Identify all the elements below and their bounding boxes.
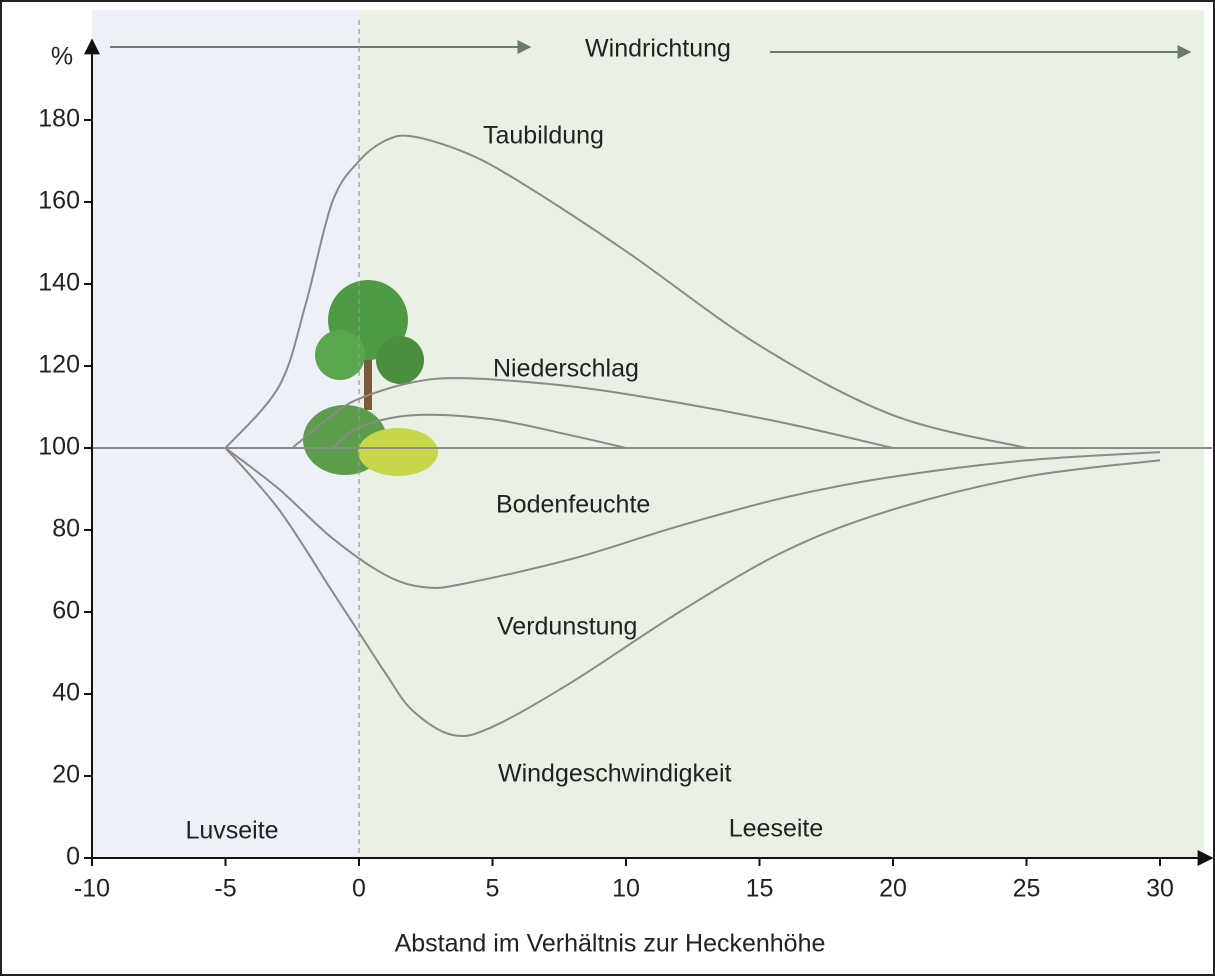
series-line (291, 377, 894, 449)
x-tick-label: 0 (352, 875, 366, 903)
y-tick-label: 120 (38, 351, 80, 379)
series-label: Bodenfeuchte (496, 491, 650, 519)
series-label: Niederschlag (493, 355, 639, 383)
series-label: Taubildung (483, 122, 604, 150)
series-line (224, 134, 1027, 449)
series-line (224, 447, 1161, 590)
y-tick-label: 20 (52, 761, 80, 789)
x-tick-label: 30 (1146, 875, 1174, 903)
y-axis-label: % (51, 43, 73, 71)
x-tick-label: -5 (214, 875, 236, 903)
x-tick-label: 20 (879, 875, 907, 903)
series-label: Verdunstung (497, 613, 637, 641)
x-tick-label: 25 (1013, 875, 1041, 903)
x-tick-label: 5 (486, 875, 500, 903)
y-tick-label: 0 (66, 843, 80, 871)
y-tick-label: 160 (38, 187, 80, 215)
y-tick-label: 100 (38, 433, 80, 461)
x-axis-label: Abstand im Verhältnis zur Heckenhöhe (395, 930, 826, 958)
leeward-area (359, 10, 1204, 858)
y-tick-label: 60 (52, 597, 80, 625)
leeward-label: Leeseite (729, 815, 824, 843)
windward-label: Luvseite (185, 817, 278, 845)
wind-label: Windrichtung (585, 35, 731, 63)
x-tick-label: 15 (746, 875, 774, 903)
y-tick-label: 180 (38, 105, 80, 133)
y-tick-label: 80 (52, 515, 80, 543)
x-tick-label: -10 (74, 875, 110, 903)
series-line (331, 413, 627, 449)
y-tick-label: 140 (38, 269, 80, 297)
series-label: Windgeschwindigkeit (498, 760, 732, 788)
x-tick-label: 10 (612, 875, 640, 903)
y-tick-label: 40 (52, 679, 80, 707)
series-line (224, 447, 1161, 738)
